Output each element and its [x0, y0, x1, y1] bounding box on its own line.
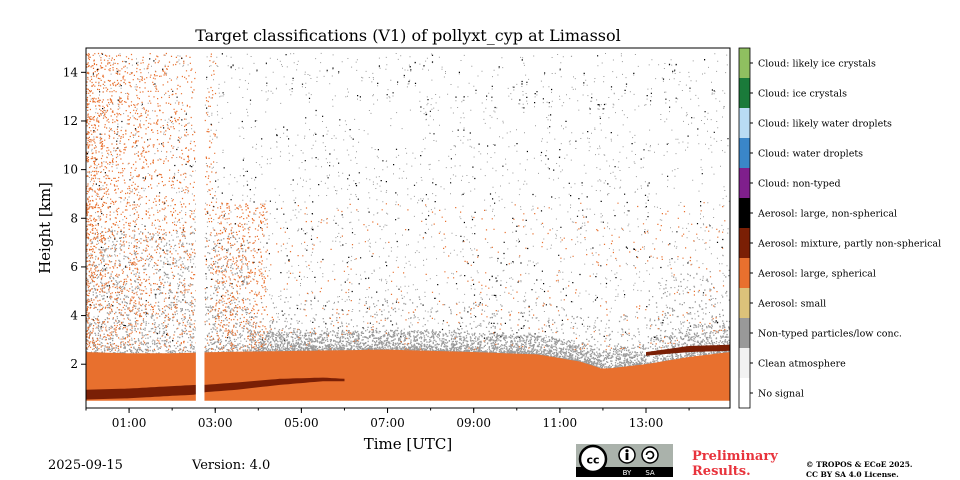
black-speckle	[86, 53, 729, 342]
x-tick-label: 01:00	[112, 416, 147, 430]
colorbar-label: Cloud: water droplets	[758, 149, 863, 160]
colorbar-swatch	[739, 348, 750, 378]
copyright-line-2: CC BY SA 4.0 License.	[806, 470, 899, 479]
colorbar-swatch	[739, 138, 750, 168]
colorbar-label: Aerosol: mixture, partly non-spherical	[757, 239, 941, 250]
measurement-date: 2025-09-15	[48, 458, 123, 473]
aerosol-layer-1	[86, 377, 345, 400]
x-axis: 01:00 03:00 05:00 07:00 09:00 11:00 13:00	[85, 408, 690, 430]
colorbar-frame	[738, 47, 751, 409]
colorbar-swatch	[739, 318, 750, 348]
y-tick-label: 12	[63, 114, 78, 128]
x-tick-label: 13:00	[629, 416, 664, 430]
colorbar-label: Cloud: ice crystals	[758, 89, 847, 100]
y-tick-label: 4	[70, 309, 78, 323]
data-gap	[195, 48, 205, 408]
y-tick-label: 6	[70, 260, 78, 274]
y-tick-label: 2	[70, 357, 78, 371]
cc-icon	[578, 444, 608, 474]
version-label: Version: 4.0	[192, 458, 271, 473]
plot-area	[86, 48, 730, 408]
colorbar-label: Cloud: likely ice crystals	[758, 59, 876, 70]
share-alike-icon	[641, 446, 659, 464]
preliminary-line-1: Preliminary	[692, 449, 778, 464]
colorbar-label: Aerosol: large, non-spherical	[757, 209, 897, 220]
colorbar-swatch	[739, 108, 750, 138]
x-axis-label: Time [UTC]	[364, 435, 453, 453]
x-tick-label: 09:00	[456, 416, 491, 430]
colorbar-label: Cloud: likely water droplets	[758, 119, 892, 130]
colorbar: Cloud: likely ice crystals Cloud: ice cry…	[738, 47, 941, 409]
colorbar-swatch	[739, 48, 750, 78]
colorbar-label: Cloud: non-typed	[758, 179, 841, 190]
colorbar-swatch	[739, 288, 750, 318]
colorbar-swatch	[739, 198, 750, 228]
colorbar-swatch	[739, 258, 750, 288]
y-tick-label: 8	[70, 211, 78, 225]
x-tick-label: 11:00	[543, 416, 578, 430]
chart-title: Target classifications (V1) of pollyxt_c…	[195, 26, 621, 45]
colorbar-label: Non-typed particles/low conc.	[758, 329, 902, 340]
svg-text:cc: cc	[586, 454, 599, 467]
svg-text:BY: BY	[623, 469, 632, 477]
aerosol-speckle	[86, 52, 730, 351]
colorbar-label: Aerosol: small	[757, 299, 826, 310]
y-axis-label: Height [km]	[36, 182, 54, 274]
colorbar-label: Clean atmosphere	[758, 359, 846, 370]
colorbar-swatch	[739, 168, 750, 198]
x-tick-label: 05:00	[284, 416, 319, 430]
preliminary-results-note: Preliminary Results.	[692, 449, 778, 479]
y-axis: 2 4 6 8 10 12 14	[63, 65, 86, 371]
colorbar-swatch	[739, 378, 750, 408]
cc-by-sa-license-badge: cc BY SA	[576, 444, 673, 477]
y-tick-label: 10	[63, 163, 78, 177]
aerosol-layer-2	[646, 344, 730, 356]
colorbar-swatch	[739, 78, 750, 108]
x-tick-label: 07:00	[370, 416, 405, 430]
svg-text:SA: SA	[645, 469, 655, 477]
colorbar-label: Aerosol: large, spherical	[757, 269, 876, 280]
y-tick-label: 14	[63, 65, 79, 79]
copyright-note: © TROPOS & ECoE 2025. CC BY SA 4.0 Licen…	[806, 460, 913, 480]
copyright-line-1: © TROPOS & ECoE 2025.	[806, 460, 913, 469]
plot-frame	[85, 47, 731, 409]
preliminary-line-2: Results.	[692, 464, 751, 479]
colorbar-label: No signal	[758, 389, 804, 400]
x-tick-label: 03:00	[198, 416, 233, 430]
colorbar-swatch	[739, 228, 750, 258]
